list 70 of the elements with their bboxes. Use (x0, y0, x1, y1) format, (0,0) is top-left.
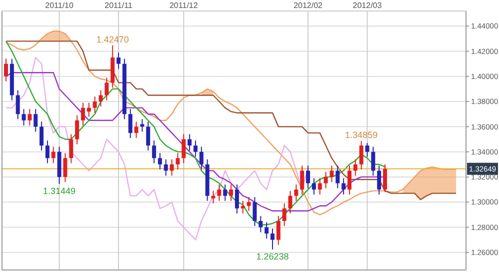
candlestick (330, 165, 334, 182)
candlestick (240, 200, 245, 214)
candlestick (336, 165, 340, 189)
candlestick (359, 140, 364, 170)
candlestick (188, 134, 192, 152)
candlestick (51, 146, 56, 164)
candlestick (92, 96, 97, 114)
candlestick (34, 108, 38, 132)
candlestick (347, 165, 352, 196)
candlestick (98, 90, 103, 108)
candlestick (22, 108, 26, 126)
candlestick (282, 202, 286, 226)
candlestick (45, 140, 50, 164)
x-tick-label: 2011/12 (170, 1, 198, 10)
candlestick (4, 58, 8, 82)
x-tick-label: 2011/10 (45, 1, 74, 10)
annotation: 1.31449 (43, 186, 76, 196)
candlestick (258, 215, 263, 233)
candlestick (164, 158, 168, 176)
candlestick (324, 171, 328, 189)
candlestick (264, 222, 269, 240)
candlestick (270, 228, 274, 250)
candlestick (377, 165, 382, 196)
candlestick (16, 90, 20, 120)
candlestick (252, 196, 257, 226)
annotation: 1.34859 (345, 130, 378, 140)
candlestick (116, 52, 121, 70)
candlestick (365, 142, 370, 158)
candlestick (353, 158, 358, 176)
candlestick (152, 140, 156, 164)
candlestick (199, 146, 204, 170)
candlestick (182, 134, 186, 164)
candlestick (288, 190, 292, 214)
candlestick (306, 165, 310, 189)
candlestick (170, 158, 174, 176)
candlestick (211, 190, 216, 204)
candlestick (40, 121, 44, 152)
candlestick (128, 108, 132, 138)
candlestick (229, 184, 234, 202)
candlestick (294, 184, 298, 202)
annotation: 1.42470 (96, 34, 129, 44)
candlestick (223, 184, 228, 202)
candlestick (383, 164, 388, 193)
annotation: 1.26238 (256, 251, 289, 262)
candlestick (140, 118, 144, 132)
candlestick (312, 178, 316, 196)
x-tick-label: 2011/11 (104, 1, 133, 10)
candlestick (69, 134, 74, 164)
candlestick (75, 114, 80, 145)
candlestick (234, 184, 239, 214)
line-series (5, 56, 309, 240)
candlestick (342, 178, 346, 196)
candlestick (194, 140, 198, 158)
candlestick (86, 102, 91, 118)
candlestick (63, 152, 68, 182)
candlestick (158, 152, 162, 170)
candlestick (371, 146, 376, 176)
candlestick (80, 102, 85, 126)
candlestick (217, 184, 222, 202)
candlestick (246, 196, 251, 212)
x-tick-label: 2012/03 (352, 1, 382, 10)
candlestick (134, 121, 138, 138)
candlestick (28, 108, 32, 126)
candlestick (318, 178, 322, 196)
candlestick (146, 121, 150, 152)
candlestick (300, 165, 304, 196)
candlestick (276, 215, 280, 246)
x-tick-label: 2012/02 (294, 1, 324, 10)
candlestick (176, 152, 180, 170)
candlestick (104, 77, 109, 101)
